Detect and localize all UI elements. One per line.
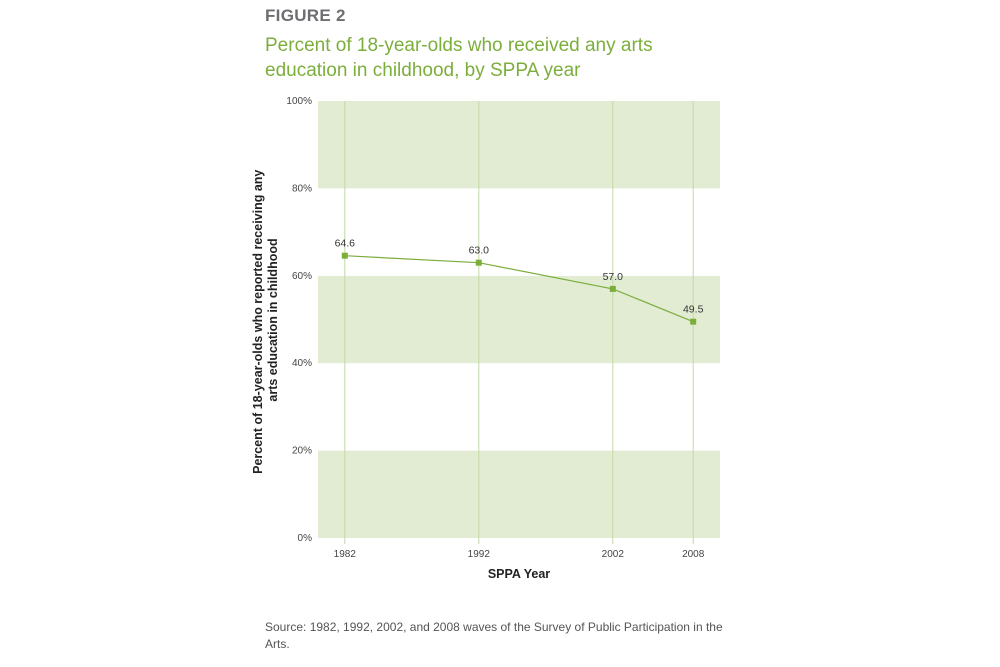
background-bands	[318, 101, 720, 538]
y-tick-label: 60%	[292, 271, 312, 282]
data-point	[609, 285, 616, 292]
x-axis-ticks: 1982 1992 2002 2008	[334, 549, 705, 560]
band-60-80	[318, 188, 720, 276]
band-0-20	[318, 450, 720, 538]
data-point	[690, 318, 697, 325]
data-point	[341, 252, 348, 259]
data-point	[475, 259, 482, 266]
data-label: 64.6	[335, 238, 356, 250]
x-tick-label: 1992	[468, 549, 491, 560]
data-label: 57.0	[603, 271, 624, 283]
x-tick-label: 2008	[682, 549, 705, 560]
band-20-40	[318, 363, 720, 451]
y-tick-label: 20%	[292, 446, 312, 457]
data-points	[341, 252, 697, 325]
x-axis-title: SPPA Year	[488, 567, 550, 581]
chart-title: Percent of 18-year-olds who received any…	[265, 35, 653, 81]
y-tick-label: 100%	[286, 96, 312, 107]
y-tick-label: 0%	[298, 533, 313, 544]
x-tick-label: 1982	[334, 549, 357, 560]
band-40-60	[318, 275, 720, 364]
x-tick-label: 2002	[602, 549, 625, 560]
series-line	[344, 255, 694, 323]
y-axis-ticks: 0% 20% 40% 60% 80% 100%	[286, 96, 312, 544]
figure-number: FIGURE 2	[265, 6, 346, 25]
y-tick-label: 80%	[292, 183, 312, 194]
data-label: 49.5	[683, 304, 704, 316]
data-labels: 64.6 63.0 57.0 49.5	[335, 238, 704, 316]
y-tick-label: 40%	[292, 358, 312, 369]
data-label: 63.0	[469, 245, 490, 257]
source-note: Source: 1982, 1992, 2002, and 2008 waves…	[265, 620, 723, 651]
y-axis-title: Percent of 18-year-olds who reported rec…	[251, 166, 280, 474]
band-80-100	[318, 101, 720, 189]
